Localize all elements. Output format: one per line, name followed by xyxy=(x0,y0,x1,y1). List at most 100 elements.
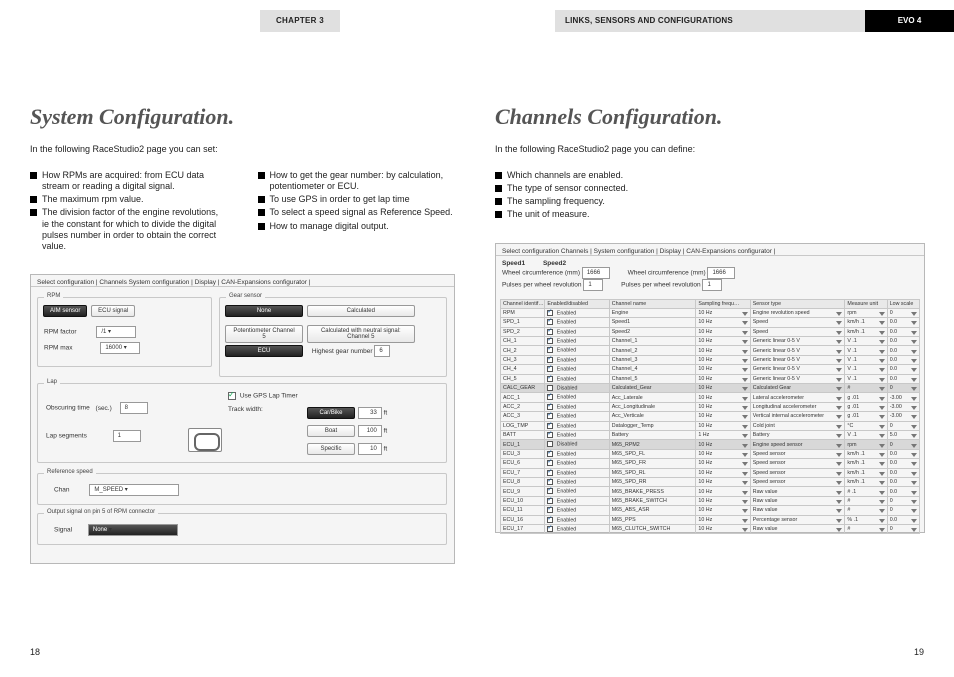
enable-checkbox[interactable] xyxy=(547,498,553,504)
table-row: CH_2 EnabledChannel_210 HzGeneric linear… xyxy=(501,346,920,355)
table-row: ECU_6 EnabledM65_SPD_FR10 HzSpeed sensor… xyxy=(501,459,920,468)
enable-checkbox[interactable] xyxy=(547,319,553,325)
gear-calc-neutral-button[interactable]: Calculated with neutral signal: Channel … xyxy=(307,325,415,343)
enable-checkbox[interactable] xyxy=(547,488,553,494)
channels-table: Channel identif…Enabled/disabledChannel … xyxy=(500,299,920,535)
enable-checkbox[interactable] xyxy=(547,413,553,419)
boat-val[interactable]: 100 xyxy=(358,425,382,437)
enable-checkbox[interactable] xyxy=(547,385,553,391)
enable-checkbox[interactable] xyxy=(547,432,553,438)
gear-pot-button[interactable]: Potentiometer Channel 5 xyxy=(225,325,303,343)
bullet-item: The type of sensor connected. xyxy=(495,183,695,194)
enable-checkbox[interactable] xyxy=(547,517,553,523)
enable-checkbox[interactable] xyxy=(547,338,553,344)
enable-cell[interactable]: Enabled xyxy=(545,308,609,317)
gear-none-button[interactable]: None xyxy=(225,305,303,317)
table-header: Measure unit xyxy=(845,299,887,308)
enable-cell[interactable]: Enabled xyxy=(545,515,609,524)
enable-cell[interactable]: Enabled xyxy=(545,449,609,458)
specific-val[interactable]: 10 xyxy=(358,443,382,455)
wc1-input[interactable]: 1666 xyxy=(582,267,610,279)
enable-cell[interactable]: Enabled xyxy=(545,412,609,421)
segments-input[interactable]: 1 xyxy=(113,430,141,442)
obscuring-input[interactable]: 8 xyxy=(120,402,148,414)
enable-checkbox[interactable] xyxy=(547,329,553,335)
enable-cell[interactable]: Enabled xyxy=(545,393,609,402)
ppr1-input[interactable]: 1 xyxy=(583,279,603,291)
table-row: ACC_2 EnabledAcc_Longitudinale10 HzLongi… xyxy=(501,402,920,411)
table-row: RPM EnabledEngine10 HzEngine revolution … xyxy=(501,308,920,317)
enable-cell[interactable]: Enabled xyxy=(545,468,609,477)
specific-button[interactable]: Specific xyxy=(307,443,355,455)
group-refspeed-title: Reference speed xyxy=(44,469,96,475)
boat-button[interactable]: Boat xyxy=(307,425,355,437)
enable-cell[interactable]: Disabled xyxy=(545,383,609,392)
system-config-screenshot: Select configuration | Channels System c… xyxy=(30,274,455,564)
enable-checkbox[interactable] xyxy=(547,310,553,316)
enable-checkbox[interactable] xyxy=(547,526,553,532)
gear-ecu-button[interactable]: ECU xyxy=(225,345,303,357)
table-header: Sensor type xyxy=(750,299,845,308)
table-row: ECU_10 EnabledM65_BRAKE_SWITCH10 HzRaw v… xyxy=(501,496,920,505)
page-number: 19 xyxy=(914,647,924,657)
enable-cell[interactable]: Enabled xyxy=(545,327,609,336)
enable-cell[interactable]: Enabled xyxy=(545,478,609,487)
enable-cell[interactable]: Enabled xyxy=(545,336,609,345)
table-row: ECU_1 DisabledM65_RPM210 HzEngine speed … xyxy=(501,440,920,449)
enable-checkbox[interactable] xyxy=(547,451,553,457)
enable-checkbox[interactable] xyxy=(547,479,553,485)
enable-checkbox[interactable] xyxy=(547,376,553,382)
carbike-button[interactable]: Car/Bike xyxy=(307,407,355,419)
enable-cell[interactable]: Enabled xyxy=(545,355,609,364)
table-row: ECU_8 EnabledM65_SPD_RR10 HzSpeed sensor… xyxy=(501,478,920,487)
enable-checkbox[interactable] xyxy=(547,347,553,353)
enable-checkbox[interactable] xyxy=(547,404,553,410)
enable-cell[interactable]: Enabled xyxy=(545,459,609,468)
table-row: ECU_9 EnabledM65_BRAKE_PRESS10 HzRaw val… xyxy=(501,487,920,496)
ppr2-input[interactable]: 1 xyxy=(702,279,722,291)
intro-text: In the following RaceStudio2 page you ca… xyxy=(495,144,925,156)
enable-cell[interactable]: Enabled xyxy=(545,374,609,383)
outsig-select[interactable]: None xyxy=(88,524,178,536)
wc2-input[interactable]: 1666 xyxy=(707,267,735,279)
obscuring-unit: (sec.) xyxy=(96,405,112,412)
enable-cell[interactable]: Enabled xyxy=(545,421,609,430)
table-header: Channel identif… xyxy=(501,299,545,308)
enable-cell[interactable]: Enabled xyxy=(545,318,609,327)
rpm-factor-select[interactable]: /1 xyxy=(96,326,136,338)
enable-cell[interactable]: Disabled xyxy=(545,440,609,449)
ft1: ft xyxy=(384,410,388,417)
bullet-item: How to get the gear number: by calculati… xyxy=(258,170,456,193)
enable-checkbox[interactable] xyxy=(547,507,553,513)
enable-checkbox[interactable] xyxy=(547,460,553,466)
enable-cell[interactable]: Enabled xyxy=(545,496,609,505)
gear-high-input[interactable]: 6 xyxy=(374,345,390,357)
table-row: ACC_1 EnabledAcc_Laterale10 HzLateral ac… xyxy=(501,393,920,402)
bullet-item: The division factor of the engine revolu… xyxy=(30,207,228,252)
enable-checkbox[interactable] xyxy=(547,470,553,476)
enable-cell[interactable]: Enabled xyxy=(545,365,609,374)
enable-cell[interactable]: Enabled xyxy=(545,430,609,439)
enable-checkbox[interactable] xyxy=(547,357,553,363)
rpm-aim-button[interactable]: AIM sensor xyxy=(43,305,87,317)
enable-cell[interactable]: Enabled xyxy=(545,506,609,515)
enable-checkbox[interactable] xyxy=(547,394,553,400)
enable-checkbox[interactable] xyxy=(547,423,553,429)
table-row: ACC_3 EnabledAcc_Verticale10 HzVertical … xyxy=(501,412,920,421)
outsig-label: Signal xyxy=(54,527,72,534)
enable-cell[interactable]: Enabled xyxy=(545,487,609,496)
enable-checkbox[interactable] xyxy=(547,366,553,372)
refspeed-select[interactable]: M_SPEED xyxy=(89,484,179,496)
rpm-max-select[interactable]: 16000 xyxy=(100,342,140,354)
carbike-val[interactable]: 33 xyxy=(358,407,382,419)
enable-cell[interactable]: Enabled xyxy=(545,346,609,355)
enable-cell[interactable]: Enabled xyxy=(545,525,609,534)
enable-checkbox[interactable] xyxy=(547,441,553,447)
rpm-ecu-button[interactable]: ECU signal xyxy=(91,305,135,317)
gear-calc-button[interactable]: Calculated xyxy=(307,305,415,317)
table-row: ECU_16 EnabledM65_PPS10 HzPercentage sen… xyxy=(501,515,920,524)
use-gps-checkbox[interactable] xyxy=(228,392,236,400)
rpm-factor-label: RPM factor xyxy=(44,329,77,336)
bullet-item: The sampling frequency. xyxy=(495,196,695,207)
enable-cell[interactable]: Enabled xyxy=(545,402,609,411)
